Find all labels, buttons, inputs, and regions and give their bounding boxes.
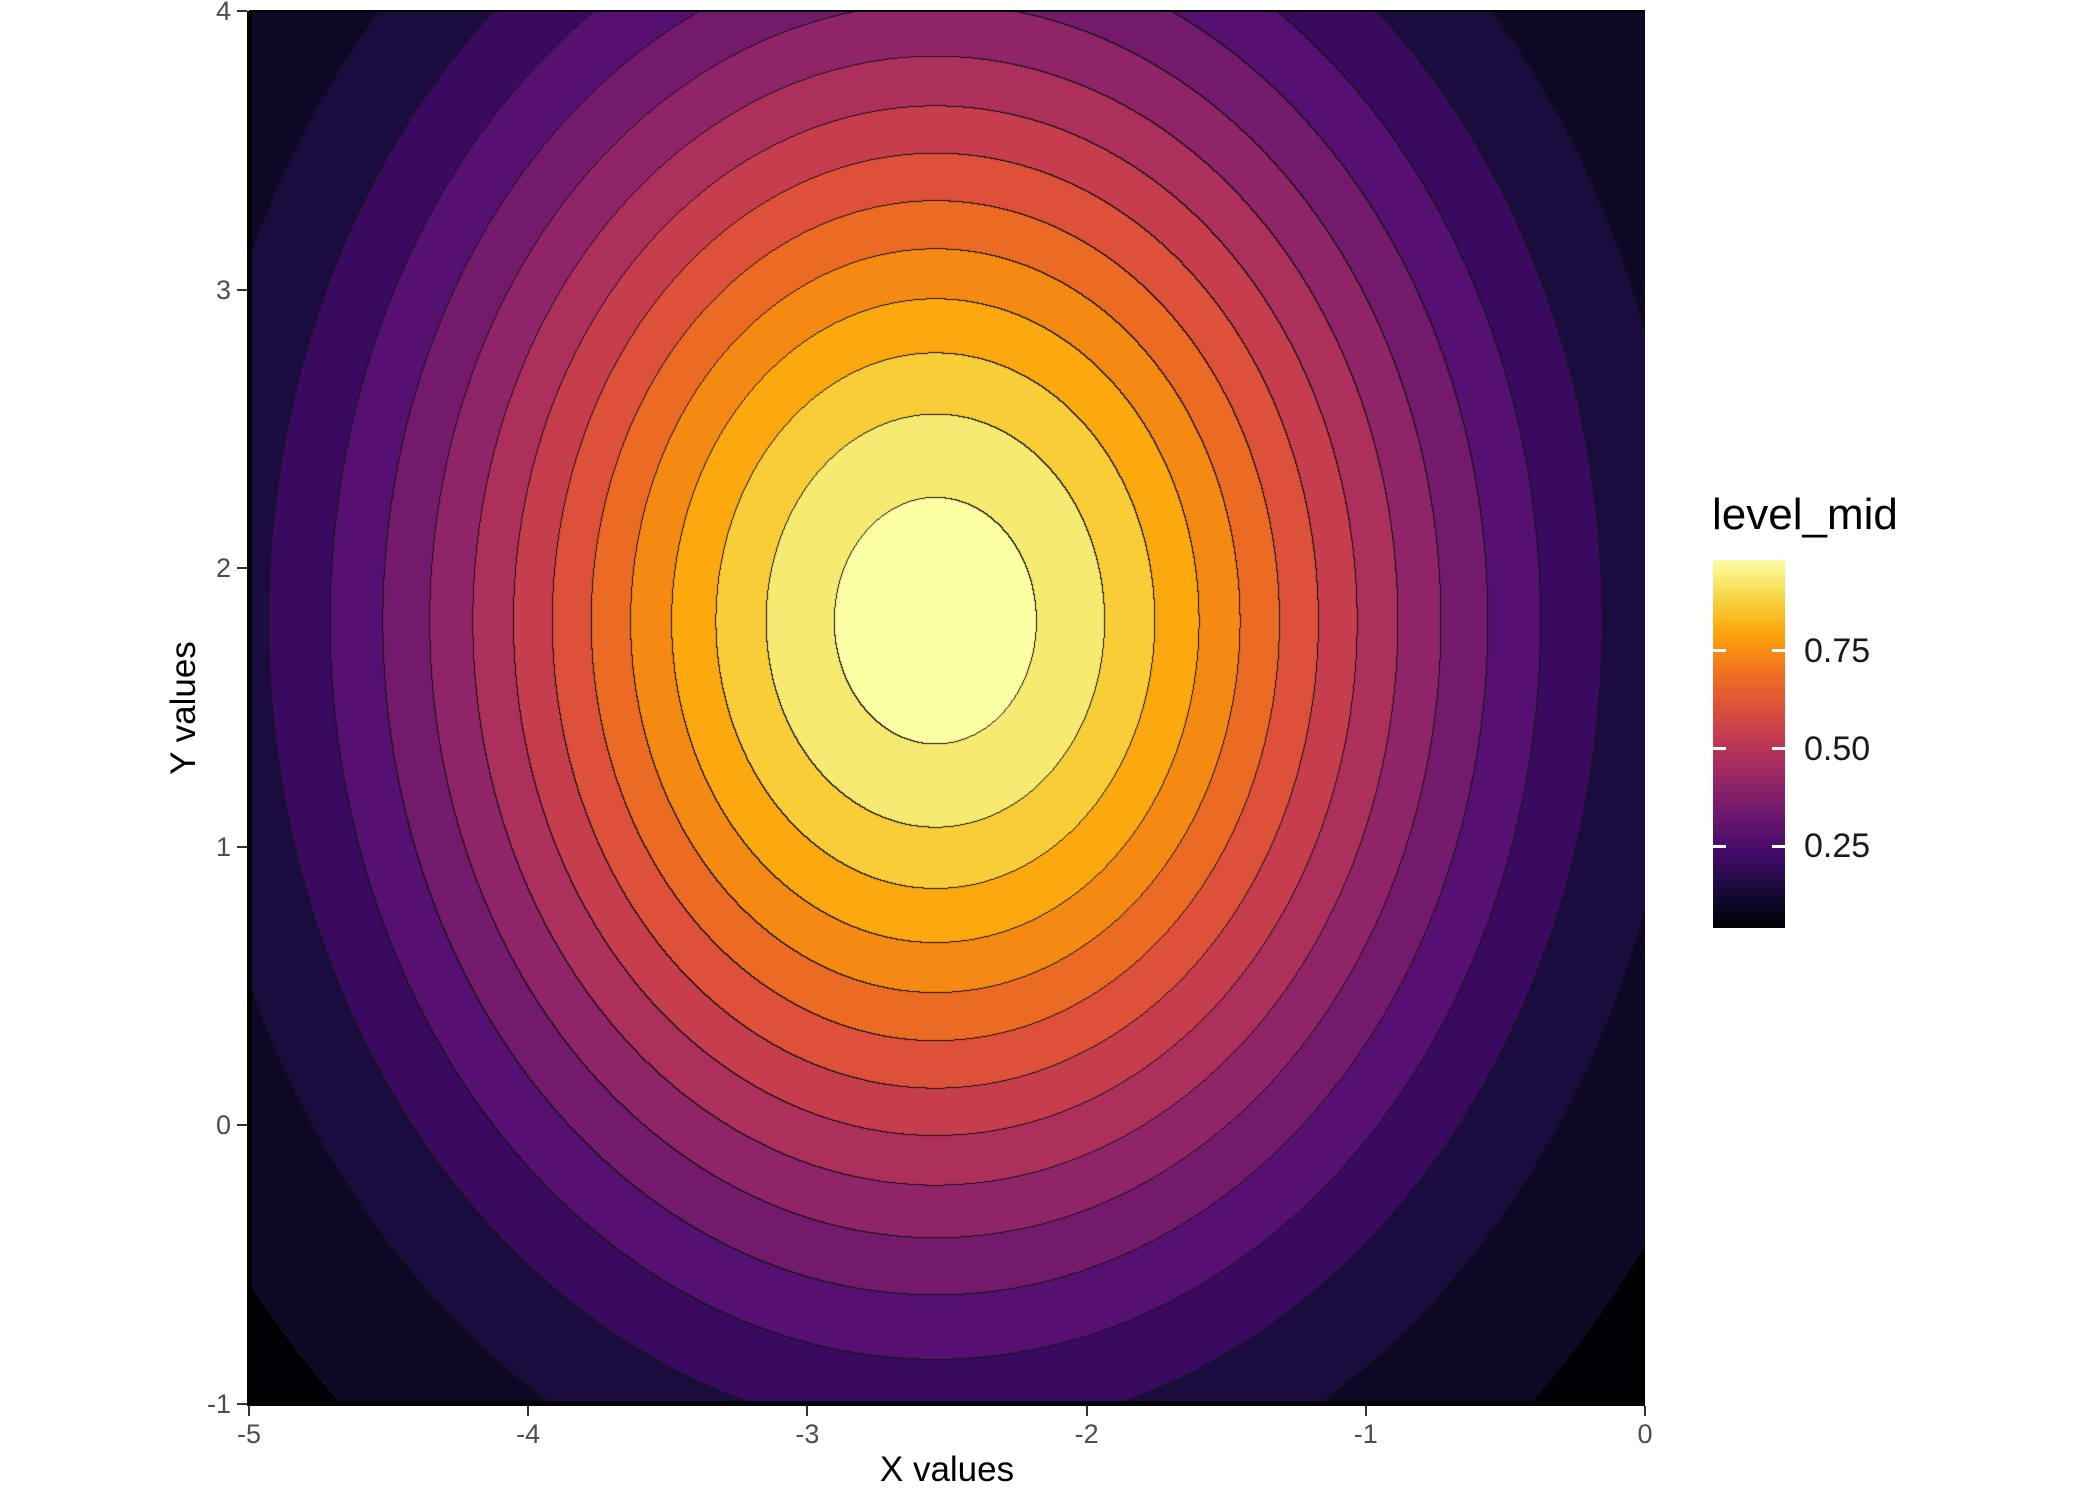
x-tick-mark (1364, 1406, 1367, 1416)
y-tick-mark (237, 288, 247, 291)
y-tick-label: 1 (215, 831, 231, 862)
x-tick-mark (527, 1406, 530, 1416)
x-tick-label: -1 (1353, 1419, 1378, 1449)
x-tick-mark (806, 1406, 809, 1416)
y-tick-mark (237, 1403, 247, 1405)
y-tick-label: 4 (215, 0, 231, 26)
legend-tick-mark (1772, 844, 1785, 848)
legend-tick-label: 0.50 (1804, 729, 1871, 768)
legend-tick-label: 0.75 (1804, 631, 1871, 670)
legend-tick-mark (1713, 844, 1726, 848)
legend-tick-mark (1713, 649, 1726, 653)
contour-panel-canvas (249, 11, 1645, 1404)
panel-top-edge-line (249, 10, 1645, 12)
y-tick-mark (237, 1124, 247, 1127)
x-tick-mark (248, 1406, 250, 1416)
y-tick-mark (237, 845, 247, 848)
legend-colorbar (1713, 560, 1785, 928)
legend-title: level_mid (1712, 490, 1898, 539)
y-tick-mark (237, 567, 247, 570)
x-tick-label: 0 (1637, 1419, 1653, 1449)
x-axis-line (247, 1401, 1645, 1406)
y-tick-label: 3 (215, 274, 231, 305)
x-tick-label: -3 (795, 1419, 820, 1449)
x-tick-mark (1644, 1406, 1646, 1416)
legend-tick-mark (1772, 747, 1785, 750)
legend-tick-mark (1713, 747, 1726, 750)
x-axis-title: X values (879, 1450, 1015, 1489)
legend-tick-label: 0.25 (1804, 827, 1871, 866)
x-tick-label: -2 (1074, 1419, 1099, 1449)
y-axis-line (247, 11, 252, 1406)
y-tick-label: 0 (215, 1110, 231, 1141)
x-tick-label: -5 (236, 1419, 261, 1449)
x-tick-label: -4 (516, 1419, 541, 1449)
y-tick-label: 2 (215, 553, 231, 584)
y-tick-label: -1 (206, 1389, 231, 1419)
x-tick-mark (1085, 1406, 1088, 1416)
legend-tick-mark (1772, 649, 1785, 653)
y-tick-mark (237, 10, 247, 12)
y-axis-title: Y values (164, 641, 203, 775)
